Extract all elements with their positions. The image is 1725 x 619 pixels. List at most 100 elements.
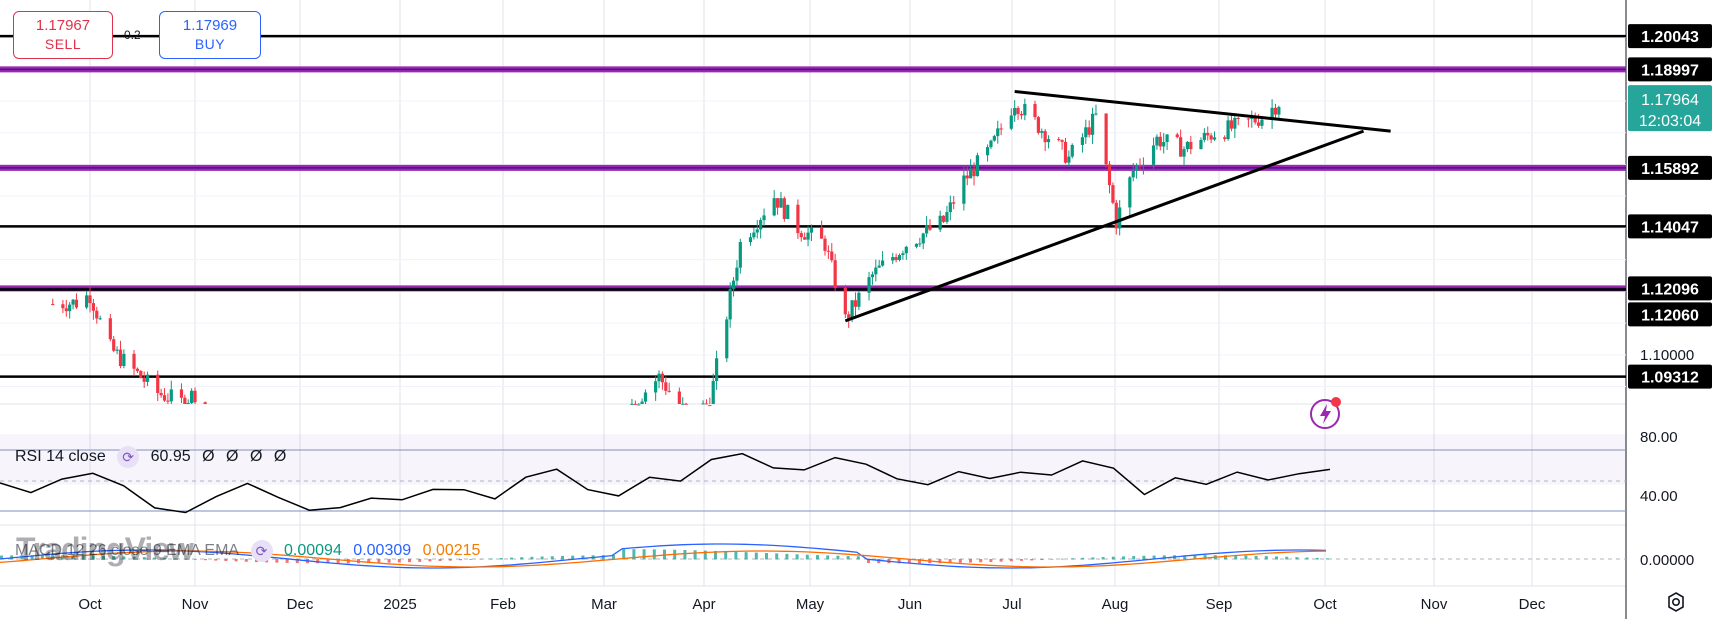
candle-body [850, 300, 854, 320]
macd-histogram-bar [153, 557, 156, 560]
candle-body [1107, 164, 1112, 186]
candle-body [677, 391, 681, 404]
candle-body [857, 292, 861, 307]
candle-body [1246, 118, 1250, 120]
trendlines[interactable] [844, 89, 1391, 323]
candle-body [1040, 131, 1044, 133]
macd-histogram-bar [1224, 555, 1227, 560]
candle-body [1162, 142, 1166, 147]
candle-body [1046, 139, 1051, 143]
macd-histogram-bar [816, 555, 819, 560]
macd-histogram-bar [132, 556, 136, 560]
buy-button[interactable]: 1.17969 BUY [159, 11, 261, 59]
candle-body [779, 198, 783, 208]
candle-body [880, 260, 885, 266]
candle-body [657, 373, 661, 382]
macd-histogram-bar [969, 559, 972, 563]
candle-body [904, 246, 908, 254]
macd-histogram-bar [1203, 555, 1207, 560]
macd-histogram-bar [163, 557, 167, 560]
candle-body [877, 265, 881, 268]
candle-body [728, 288, 732, 320]
macd-histogram-bar [856, 556, 860, 560]
y-tick-label: 1.10000 [1640, 347, 1694, 364]
macd-histogram-bar [1244, 555, 1248, 560]
candle-body [1270, 107, 1274, 120]
candle-body [941, 215, 946, 222]
macd-histogram-bar [1060, 558, 1064, 560]
candle-body [992, 136, 996, 141]
macd-histogram-bar [1264, 556, 1268, 560]
candle-body [1036, 117, 1040, 133]
macd-histogram-bar [520, 557, 524, 560]
candle-body [1111, 185, 1115, 203]
candle-body [68, 304, 72, 312]
level-price-label: 1.12060 [1641, 307, 1699, 324]
macd-refresh-icon[interactable]: ⟳ [250, 540, 273, 562]
macd-histogram-bar [989, 559, 993, 562]
horizontal-levels[interactable] [0, 34, 1626, 378]
sell-button[interactable]: 1.17967 SELL [13, 11, 113, 59]
macd-histogram-bar [1101, 557, 1105, 560]
macd-histogram-bar [204, 559, 207, 561]
macd-histogram-bar [1040, 559, 1044, 561]
macd-histogram-bar [183, 558, 187, 560]
candle-body [823, 238, 827, 251]
rsi-refresh-icon[interactable]: ⟳ [117, 446, 140, 468]
sell-label: SELL [44, 36, 82, 52]
macd-histogram-bar [693, 550, 697, 560]
x-tick-label: Dec [287, 596, 314, 613]
candle-body [796, 204, 800, 234]
candle-body [85, 295, 89, 308]
candle-body [782, 198, 786, 219]
candle-body [809, 227, 814, 233]
macd-histogram-bar [1030, 559, 1034, 561]
countdown-label: 12:03:04 [1639, 113, 1701, 130]
macd-histogram-bar [122, 556, 126, 560]
candle-body [51, 304, 55, 306]
candle-body [1070, 144, 1074, 157]
rsi-legend[interactable]: RSI 14 close ⟳ 60.95 Ø Ø Ø Ø [15, 446, 293, 468]
candle-body [1009, 115, 1013, 129]
price-axis[interactable]: 1.10000 1.20043 1.18997 1.15892 1.14047 1.120… [1628, 24, 1712, 569]
x-tick-label: Dec [1519, 596, 1546, 613]
level-price-label: 1.12096 [1641, 281, 1699, 298]
macd-histogram-bar [846, 556, 850, 560]
macd-histogram-bar [326, 559, 330, 564]
candle-body [64, 308, 68, 312]
macd-histogram-bar [40, 555, 44, 560]
candle-body [115, 349, 119, 351]
macd-histogram-bar [550, 556, 554, 560]
macd-histogram-bar [877, 559, 881, 564]
candle-body [711, 380, 715, 404]
macd-pane [0, 543, 1626, 569]
candle-body [870, 274, 875, 278]
candle-body [630, 403, 634, 405]
candles [51, 98, 1281, 407]
macd-histogram-bar [438, 559, 442, 562]
gear-icon[interactable] [1664, 590, 1688, 614]
macd-histogram-bar [1142, 555, 1146, 560]
candle-body [1256, 122, 1261, 126]
flash-icon[interactable] [1309, 396, 1345, 432]
candle-body [1094, 113, 1098, 115]
macd-histogram-bar [795, 554, 799, 560]
level-price-tag [1628, 57, 1712, 82]
candle-body [183, 397, 187, 404]
grid [0, 0, 1627, 619]
time-axis[interactable]: Oct Nov Dec 2025 Feb Mar Apr May Jun Jul Aug Sep Oct… [78, 596, 1546, 613]
macd-histogram-bar [224, 559, 228, 561]
macd-histogram-bar [102, 555, 105, 560]
macd-histogram-bar [1152, 555, 1156, 560]
candle-body [1185, 141, 1190, 150]
macd-legend[interactable]: MACD 12 26 close 9 EMA EMA ⟳ 0.00094 0.0… [15, 540, 487, 562]
macd-histogram-bar [642, 549, 646, 560]
candle-body [637, 404, 641, 406]
macd-histogram-bar [367, 559, 371, 564]
rsi-value: 60.95 [150, 448, 191, 466]
candle-body [61, 304, 65, 309]
candle-body [95, 310, 99, 319]
macd-histogram-bar [775, 553, 779, 560]
candle-body [996, 128, 1000, 137]
